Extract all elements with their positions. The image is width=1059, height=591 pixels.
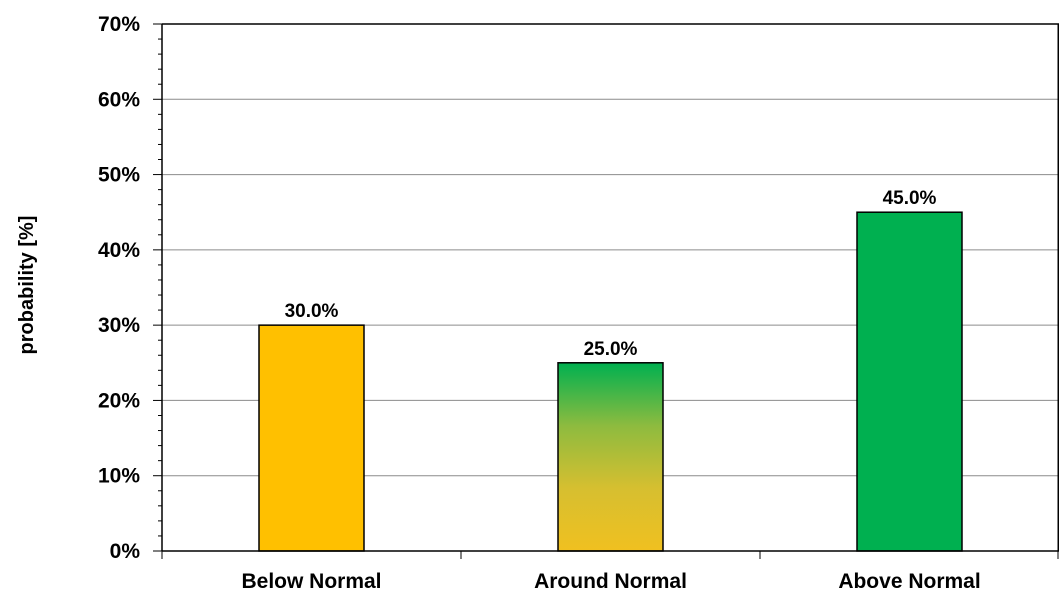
data-label: 25.0% [584,339,638,360]
bar-below-normal [258,324,365,552]
bar-above-normal [856,211,963,552]
y-tick-label: 50% [98,164,140,187]
x-tick-label: Above Normal [838,570,980,591]
axes [153,23,1059,559]
data-labels: 30.0% 25.0% 45.0% [285,188,937,360]
x-tick-label: Around Normal [534,570,687,591]
data-label: 30.0% [285,301,339,322]
bar-around-normal [557,362,664,552]
data-label: 45.0% [883,188,937,209]
x-category-labels: Below Normal Around Normal Above Normal [241,570,980,591]
y-tick-label: 20% [98,389,140,412]
y-tick-label: 30% [98,314,140,337]
y-tick-label: 40% [98,239,140,262]
y-tick-label: 60% [98,88,140,111]
y-tick-label: 10% [98,465,140,488]
plot-area [162,23,1059,551]
x-tick-label: Below Normal [241,570,381,591]
y-tick-label: 0% [110,540,141,563]
y-tick-labels: 0% 10% 20% 30% 40% 50% 60% 70% [98,13,140,563]
bars [258,211,963,552]
y-axis-title: probability [%] [16,216,38,355]
y-tick-label: 70% [98,13,140,36]
